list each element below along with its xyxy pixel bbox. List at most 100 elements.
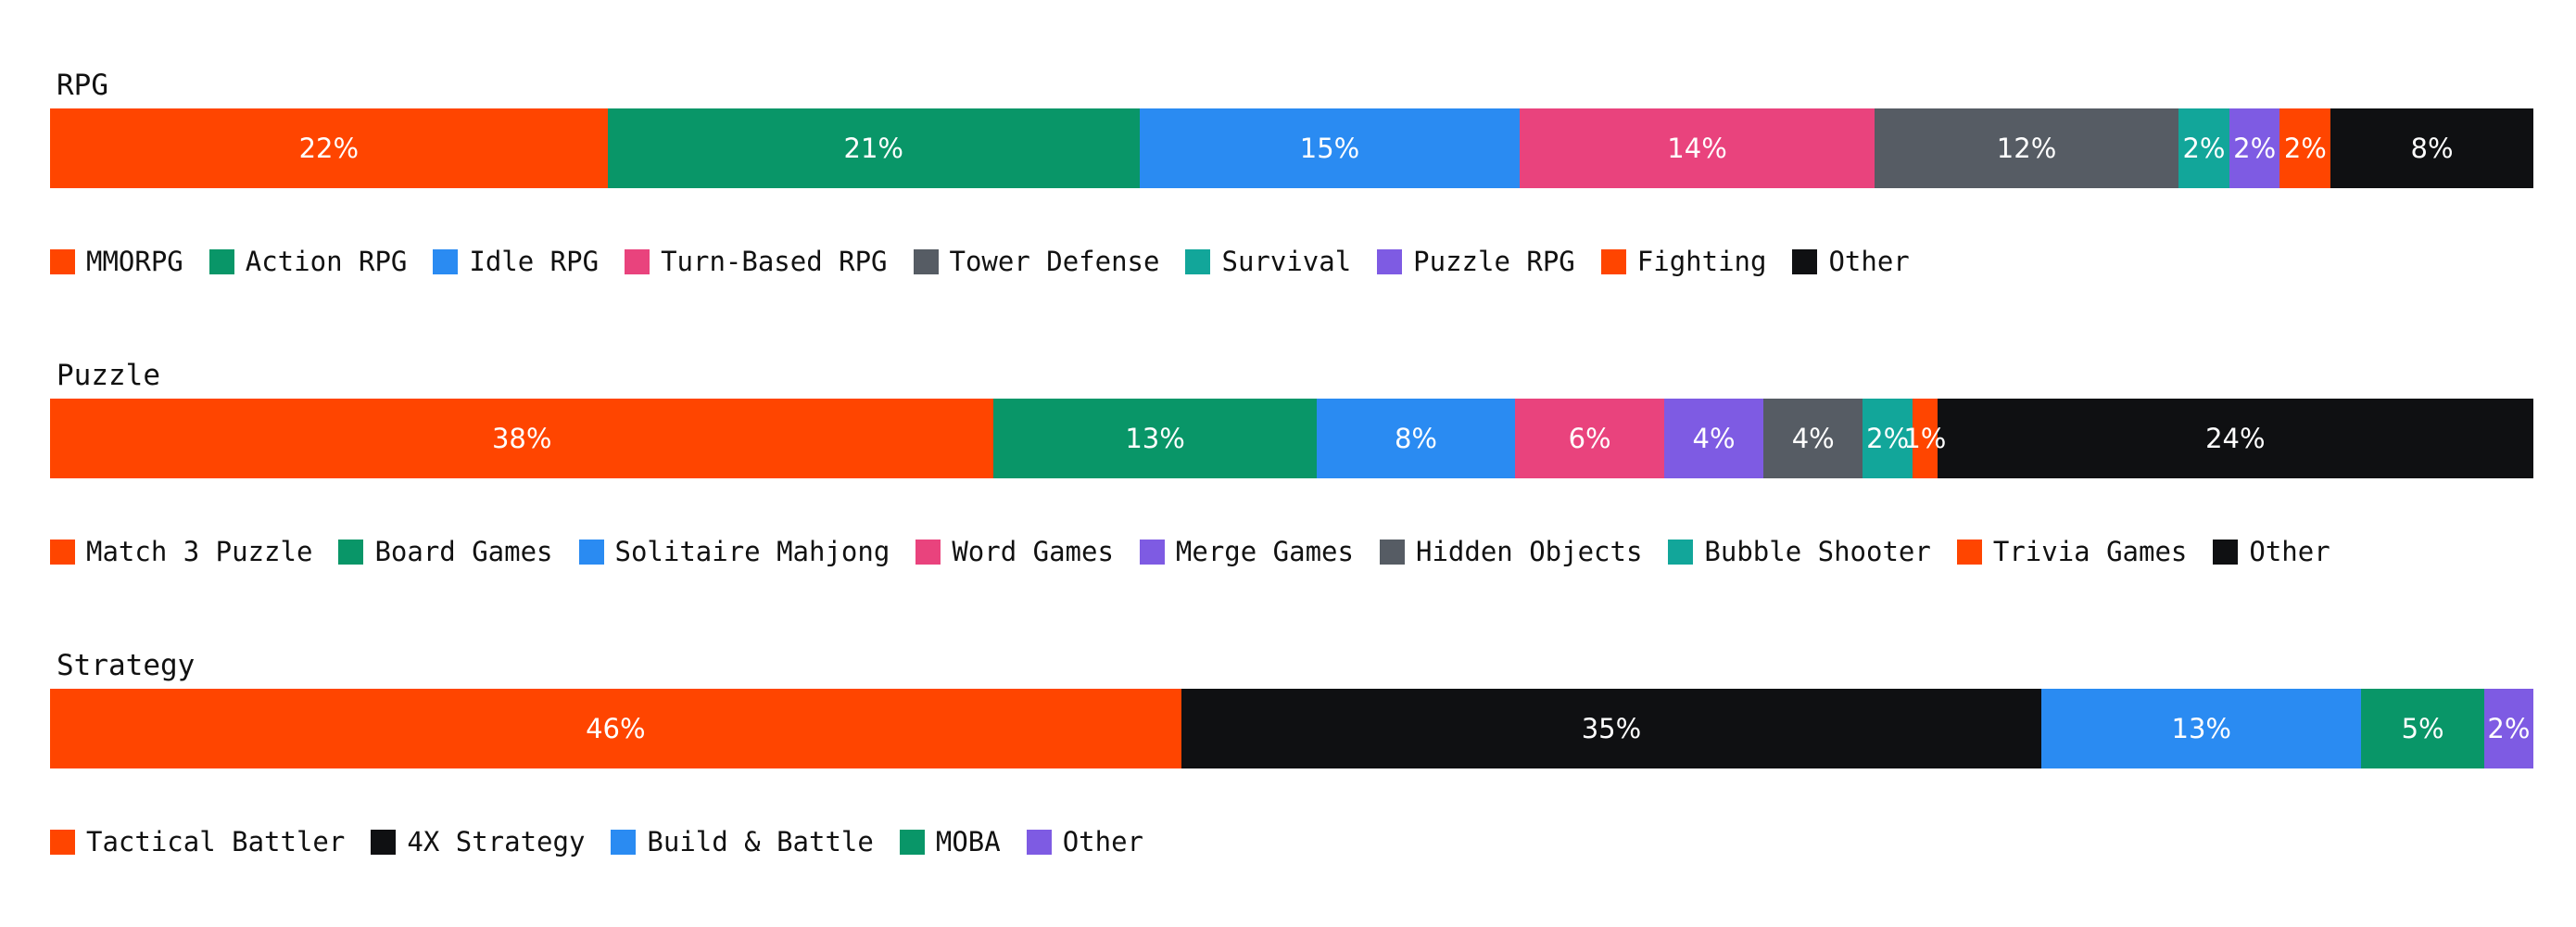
chart-title: Puzzle	[57, 359, 160, 392]
legend-label: MOBA	[935, 826, 1001, 857]
legend-label: Build & Battle	[647, 826, 874, 857]
legend-swatch	[913, 248, 939, 274]
bar-segment: 15%	[1139, 108, 1521, 188]
legend-item: Trivia Games	[1956, 535, 2188, 568]
legend-item: Word Games	[915, 535, 1114, 568]
legend-label: MMORPG	[86, 246, 183, 277]
legend-item: Bubble Shooter	[1668, 535, 1931, 568]
legend-item: Idle RPG	[433, 245, 599, 278]
bar-segment: 14%	[1520, 108, 1875, 188]
legend-label: Word Games	[952, 536, 1114, 567]
data-label: 14%	[1667, 133, 1727, 164]
data-label: 4%	[1791, 423, 1835, 454]
legend-swatch	[1379, 539, 1405, 565]
legend-label: Trivia Games	[1992, 536, 2188, 567]
legend-label: Other	[2249, 536, 2330, 567]
legend-swatch	[371, 829, 397, 855]
data-label: 46%	[586, 713, 646, 744]
chart-strategy: Strategy 46% 35% 13% 5% 2% Tactical Battler 4…	[50, 647, 2533, 870]
legend: Tactical Battler 4X Strategy Build & Battl…	[50, 825, 1169, 858]
bar-segment: 8%	[2330, 108, 2533, 188]
legend-label: Turn-Based RPG	[661, 246, 888, 277]
legend-swatch	[338, 539, 364, 565]
data-label: 35%	[1581, 713, 1642, 744]
legend-label: Other	[1062, 826, 1144, 857]
chart-title: Strategy	[57, 649, 196, 682]
legend-swatch	[915, 539, 941, 565]
legend-item: Solitaire Mahjong	[578, 535, 890, 568]
legend-item: Match 3 Puzzle	[50, 535, 312, 568]
legend-swatch	[1668, 539, 1694, 565]
legend-swatch	[611, 829, 637, 855]
bar-segment: 2%	[2483, 689, 2533, 768]
chart-rpg: RPG 22% 21% 15% 14% 12% 2% 2% 2% 8% MMORPG Action…	[50, 67, 2533, 289]
bar-segment: 2%	[1863, 399, 1913, 478]
legend-swatch	[2213, 539, 2239, 565]
legend-swatch	[578, 539, 604, 565]
data-label: 2%	[2233, 133, 2277, 164]
legend-swatch	[1139, 539, 1165, 565]
legend-label: Match 3 Puzzle	[86, 536, 313, 567]
bar-segment: 38%	[50, 399, 994, 478]
legend-swatch	[433, 248, 459, 274]
legend-swatch	[1377, 248, 1403, 274]
legend-label: Survival	[1221, 246, 1352, 277]
bar-segment: 24%	[1937, 399, 2533, 478]
bar-segment: 35%	[1181, 689, 2042, 768]
legend-swatch	[1956, 539, 1982, 565]
legend-item: 4X Strategy	[371, 825, 585, 858]
legend-item: Puzzle RPG	[1377, 245, 1575, 278]
legend: MMORPG Action RPG Idle RPG Turn-Based RPG To…	[50, 245, 1936, 278]
legend: Match 3 Puzzle Board Games Solitaire Mahjo…	[50, 535, 2356, 568]
bar-segment: 8%	[1316, 399, 1516, 478]
data-label: 6%	[1568, 423, 1611, 454]
data-label: 2%	[2283, 133, 2327, 164]
legend-label: Fighting	[1636, 246, 1767, 277]
bar-segment: 46%	[50, 689, 1181, 768]
data-label: 15%	[1299, 133, 1360, 164]
stacked-bar: 38% 13% 8% 6% 4% 4% 2% 1% 24%	[50, 399, 2533, 478]
legend-item: Other	[1792, 245, 1910, 278]
legend-swatch	[50, 539, 75, 565]
legend-swatch	[1600, 248, 1626, 274]
chart-title: RPG	[57, 69, 108, 102]
data-label: 2%	[2182, 133, 2226, 164]
bar-segment: 4%	[1763, 399, 1863, 478]
bar-segment: 6%	[1515, 399, 1664, 478]
legend-item: Tower Defense	[913, 245, 1159, 278]
bar-segment: 12%	[1874, 108, 2179, 188]
legend-label: Tactical Battler	[86, 826, 346, 857]
legend-swatch	[625, 248, 650, 274]
legend-item: Survival	[1185, 245, 1351, 278]
bar-segment: 2%	[2279, 108, 2331, 188]
legend-label: Board Games	[374, 536, 553, 567]
legend-swatch	[50, 829, 75, 855]
data-label: 22%	[298, 133, 360, 164]
legend-item: Fighting	[1600, 245, 1767, 278]
legend-item: Hidden Objects	[1379, 535, 1643, 568]
legend-label: 4X Strategy	[407, 826, 586, 857]
legend-swatch	[208, 248, 234, 274]
legend-label: Idle RPG	[469, 246, 600, 277]
legend-swatch	[899, 829, 925, 855]
legend-swatch	[1792, 248, 1818, 274]
data-label: 12%	[1996, 133, 2057, 164]
bar-segment: 5%	[2361, 689, 2484, 768]
bar-segment: 4%	[1663, 399, 1764, 478]
legend-swatch	[50, 248, 75, 274]
legend-label: Bubble Shooter	[1704, 536, 1931, 567]
legend-label: Other	[1828, 246, 1910, 277]
legend-item: Other	[2213, 535, 2330, 568]
data-label: 13%	[1125, 423, 1185, 454]
bar-segment: 13%	[993, 399, 1317, 478]
bar-segment: 1%	[1903, 399, 1946, 478]
legend-label: Solitaire Mahjong	[614, 536, 890, 567]
legend-swatch	[1026, 829, 1052, 855]
legend-item: Action RPG	[208, 245, 407, 278]
bar-segment: 22%	[50, 108, 608, 188]
data-label: 13%	[2171, 713, 2231, 744]
legend-label: Hidden Objects	[1415, 536, 1643, 567]
chart-puzzle: Puzzle 38% 13% 8% 6% 4% 4% 2% 1% 24% Match 3 Puz…	[50, 357, 2533, 579]
bar-segment: 2%	[2229, 108, 2280, 188]
data-label: 2%	[1866, 423, 1910, 454]
